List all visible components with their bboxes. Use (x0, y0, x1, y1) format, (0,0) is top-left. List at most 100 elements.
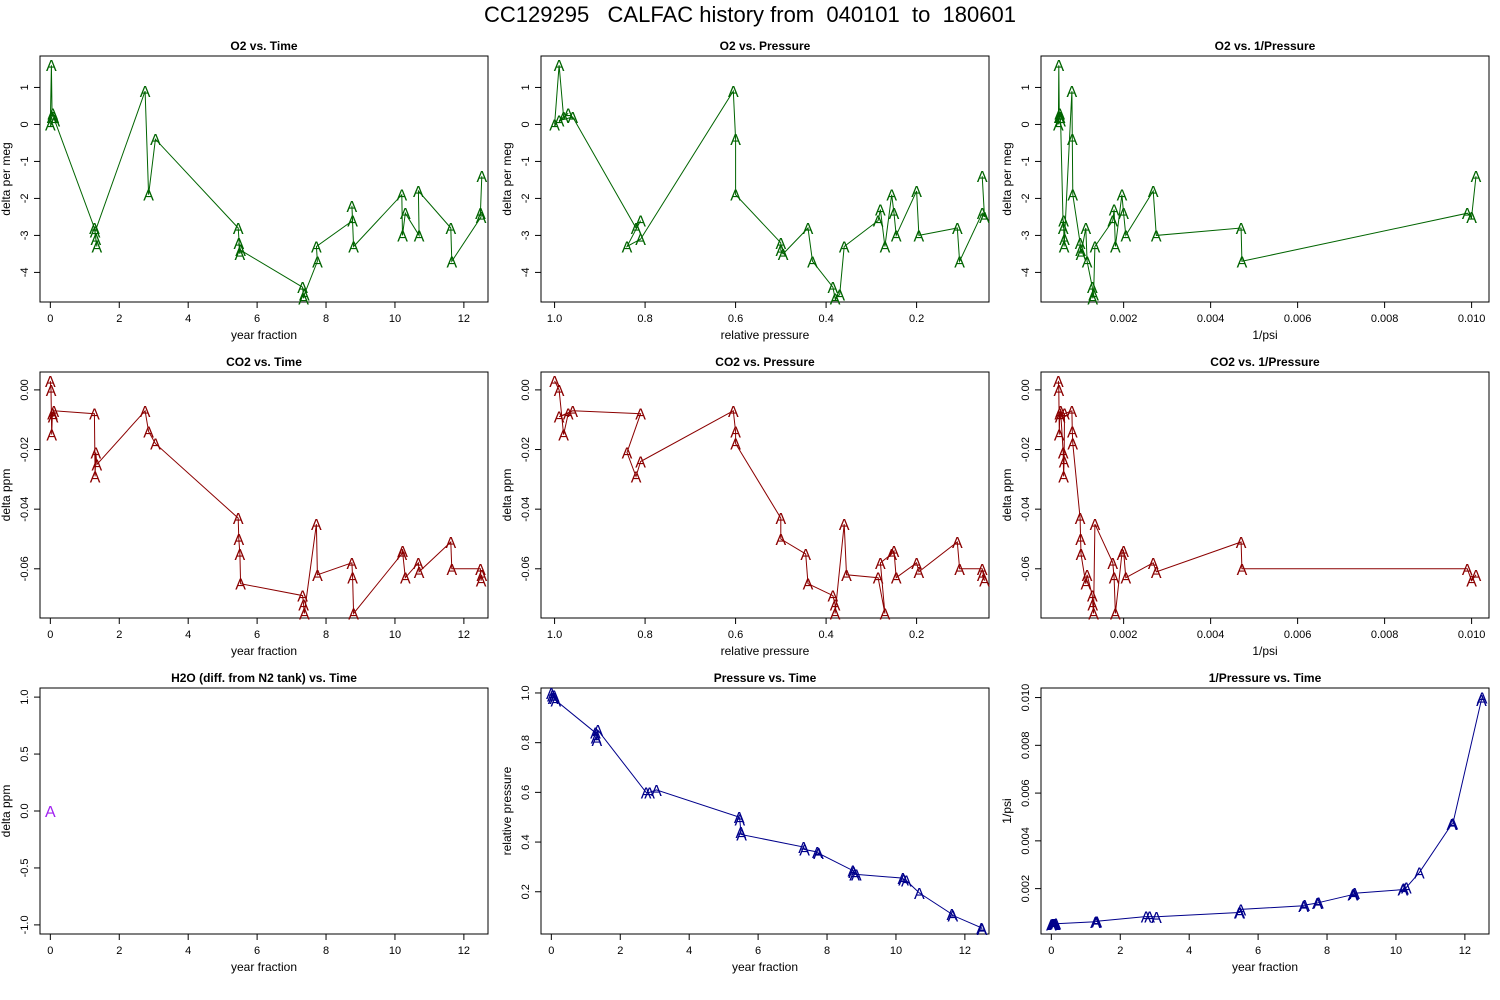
data-point-marker: A (563, 106, 574, 123)
data-point-marker: A (143, 188, 154, 205)
x-tick-label: 0.004 (1197, 629, 1225, 641)
data-point-marker: A (1477, 691, 1488, 708)
data-point-marker: A (476, 574, 487, 591)
chart-panel-5: CO2 vs. 1/Pressure 0.002 0.004 0.006 0.008 0.… (1000, 355, 1490, 658)
chart-title: O2 vs. 1/Pressure (1215, 39, 1316, 53)
data-point-marker: A (875, 203, 886, 220)
data-point-marker: A (635, 454, 646, 471)
data-point-marker: A (635, 232, 646, 249)
data-point-marker: A (475, 206, 486, 223)
data-point-marker: A (1054, 110, 1065, 127)
data-point-marker: A (1054, 428, 1065, 445)
data-point-marker: A (233, 511, 244, 528)
chart-panel-0: O2 vs. Time 0 2 4 6 8 10 12 -4 -3 -2 -1 0 1 year fract… (0, 39, 489, 342)
data-point-marker: A (590, 726, 601, 743)
x-tick-label: 0.6 (728, 629, 743, 641)
x-tick-label: 6 (254, 945, 260, 957)
data-point-marker: A (143, 425, 154, 442)
x-tick-label: 6 (254, 313, 260, 325)
data-point-marker: A (1107, 214, 1118, 231)
x-tick-label: 0.8 (637, 629, 652, 641)
x-tick-label: 2 (1117, 945, 1123, 957)
data-point-marker: A (400, 571, 411, 588)
data-point-marker: A (1235, 905, 1246, 922)
y-tick-label: -3 (1020, 231, 1032, 241)
x-axis-label: 1/psi (1252, 328, 1277, 342)
y-tick-label: 0.0 (19, 803, 31, 818)
data-point-marker: A (1067, 188, 1078, 205)
data-point-marker: A (46, 58, 57, 75)
data-point-marker: A (235, 577, 246, 594)
data-point-marker: A (1053, 374, 1064, 391)
data-point-marker: A (830, 607, 841, 624)
data-point-marker: A (1076, 547, 1087, 564)
y-tick-label: -3 (19, 231, 31, 241)
data-point-marker: A (46, 383, 57, 400)
data-point-marker: A (348, 240, 359, 257)
data-point-marker: A (873, 571, 884, 588)
x-tick-label: 12 (458, 629, 470, 641)
chart-panel-7: Pressure vs. Time 0 2 4 6 8 10 12 0.2 0.4 0.6 0.8 1.… (500, 671, 990, 974)
x-tick-label: 12 (1459, 945, 1471, 957)
y-tick-label: 0.2 (520, 884, 532, 899)
data-point-marker: A (954, 254, 965, 271)
data-point-marker: A (1090, 240, 1101, 257)
data-point-marker: A (1067, 132, 1078, 149)
x-tick-label: 0.008 (1371, 313, 1399, 325)
data-point-marker: A (233, 221, 244, 238)
x-tick-label: 0.4 (818, 313, 833, 325)
data-point-marker: A (92, 457, 103, 474)
x-tick-label: 6 (254, 629, 260, 641)
data-point-marker: A (1349, 886, 1360, 903)
x-tick-label: 4 (185, 313, 191, 325)
x-tick-label: 10 (1390, 945, 1402, 957)
data-point-marker: A (1118, 544, 1129, 561)
data-point-marker: A (1055, 114, 1066, 131)
series-line (554, 380, 985, 614)
plot-frame (39, 55, 489, 303)
data-point-marker: A (312, 254, 323, 271)
x-axis-label: year fraction (231, 328, 297, 342)
data-point-marker: A (1075, 532, 1086, 549)
data-point-marker: A (798, 840, 809, 857)
y-axis-label: relative pressure (500, 766, 514, 855)
data-point-marker: A (90, 446, 101, 463)
x-tick-label: 10 (890, 945, 902, 957)
data-point-marker: A (298, 291, 309, 308)
data-point-marker: A (1047, 917, 1058, 934)
series-line (550, 692, 983, 930)
y-tick-label: -0.04 (19, 497, 31, 522)
data-point-marker: A (828, 589, 839, 606)
data-point-marker: A (150, 437, 161, 454)
data-point-marker: A (1087, 598, 1098, 615)
y-tick-label: -4 (520, 268, 532, 278)
x-axis-label: year fraction (732, 960, 798, 974)
chart-title: O2 vs. Time (230, 39, 297, 53)
chart-panel-8: 1/Pressure vs. Time 0 2 4 6 8 10 12 0.002 0.004 0.… (1000, 671, 1490, 974)
y-tick-label: -0.04 (520, 497, 532, 522)
data-point-marker: A (1117, 188, 1128, 205)
data-point-marker: A (1055, 404, 1066, 421)
data-point-marker: A (635, 407, 646, 424)
x-tick-label: 0.008 (1371, 629, 1399, 641)
data-point-marker: A (311, 517, 322, 534)
data-point-marker: A (235, 247, 246, 264)
plot-frame (540, 371, 990, 619)
data-point-marker: A (1471, 169, 1482, 186)
data-point-marker: A (830, 598, 841, 615)
data-point-marker: A (886, 547, 897, 564)
data-point-marker: A (880, 240, 891, 257)
x-tick-label: 10 (389, 313, 401, 325)
data-point-marker: A (976, 921, 987, 938)
data-point-marker: A (1120, 571, 1131, 588)
x-tick-label: 12 (458, 313, 470, 325)
data-point-marker: A (150, 132, 161, 149)
data-point-marker: A (1110, 240, 1121, 257)
data-point-marker: A (730, 132, 741, 149)
data-point-marker: A (1312, 896, 1323, 913)
series-line (49, 380, 483, 615)
y-tick-label: -3 (520, 231, 532, 241)
data-point-marker: A (1087, 291, 1098, 308)
data-point-marker: A (834, 288, 845, 305)
